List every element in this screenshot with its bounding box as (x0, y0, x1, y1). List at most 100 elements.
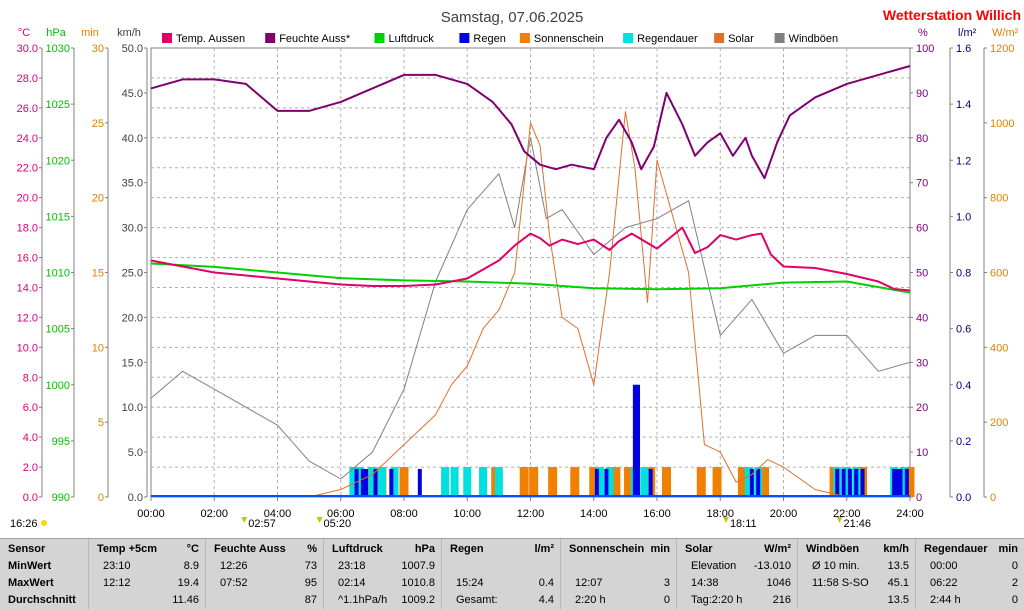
column-title: Temp +5cm (97, 543, 158, 555)
rain-bar (636, 384, 641, 497)
station-name: Wetterstation Willich (883, 7, 1021, 23)
x-tick-label: 12:00 (517, 508, 545, 520)
axis-tick-label-left: 10.0 (17, 342, 38, 354)
cell-value: -13.010 (753, 560, 791, 572)
cell-time: 23:18 (338, 560, 366, 572)
wind-gust-line (150, 137, 911, 480)
cell-time: 23:10 (103, 560, 131, 572)
rain-duration-bar (479, 467, 488, 497)
axis-tick-label-right: 50 (916, 268, 928, 280)
cell-time: 14:38 (691, 577, 719, 589)
weather-chart: Samstag, 07.06.2025 Wetterstation Willich… (10, 7, 1021, 530)
axis-tick-label-left: 28.0 (17, 73, 38, 85)
x-tick-label: 16:00 (643, 508, 671, 520)
axis-tick-label-right: 70 (916, 178, 928, 190)
cell-time: 02:14 (338, 577, 366, 589)
x-tick-label: 08:00 (390, 508, 418, 520)
axis-tick-label-right: 20 (916, 402, 928, 414)
cell-value: 13.5 (887, 594, 909, 606)
axis-tick-label-left: 1020 (46, 155, 70, 167)
cell-value: 8.9 (183, 560, 199, 572)
rain-bar (604, 468, 609, 497)
axis-tick-label-right: 600 (990, 268, 1008, 280)
axis-tick-label-left: 1025 (46, 99, 70, 111)
row-label: Durchschnitt (8, 594, 76, 606)
cell-time: Gesamt: (456, 594, 498, 606)
axis-tick-label-right: 0 (990, 492, 996, 504)
sunshine-bar (737, 467, 747, 497)
axis-tick-label-left: 18.0 (17, 223, 38, 235)
axis-tick-label-left: 40.0 (122, 133, 143, 145)
rain-duration-bar (390, 467, 399, 497)
axis-tick-label-left: 20 (92, 193, 104, 205)
axis-tick-label-right: 1200 (990, 43, 1014, 55)
legend-label: Windböen (789, 33, 839, 45)
cell-time: 15:24 (456, 577, 484, 589)
chart-title: Samstag, 07.06.2025 (441, 9, 584, 26)
axis-tick-label-right: 0.2 (956, 436, 971, 448)
sun-marker (41, 520, 47, 526)
rain-duration-bar (494, 467, 503, 497)
axis-tick-label-left: 4.0 (23, 432, 38, 444)
axis-tick-label-left: 1005 (46, 324, 70, 336)
cell-value: 0 (1011, 594, 1018, 606)
cell-value: 0.4 (538, 577, 554, 589)
cell-time: 2:20 h (575, 594, 606, 606)
summary-column: Feuchte Auss% 12:26 73 07:52 95 87 (205, 539, 323, 609)
axis-tick-label-left: 1030 (46, 43, 70, 55)
cell-value: 2 (1011, 577, 1018, 589)
column-title: Regendauer (924, 543, 988, 555)
axis-tick-label-right: 0.6 (956, 324, 971, 336)
legend-swatch (714, 33, 725, 43)
axis-tick-label-left: 0.0 (128, 492, 143, 504)
column-title: Windböen (806, 543, 860, 555)
rain-bar (835, 468, 840, 497)
x-tick-label: 04:00 (264, 508, 292, 520)
rain-duration-bar (640, 467, 649, 497)
axis-tick-label-left: 0.0 (23, 492, 38, 504)
axis-tick-label-left: 16.0 (17, 253, 38, 265)
humidity-line (150, 65, 911, 180)
axis-tick-label-left: 20.0 (17, 193, 38, 205)
legend-swatch (265, 33, 276, 43)
x-tick-label: 00:00 (137, 508, 165, 520)
rain-bar (847, 468, 852, 497)
time-marker-label: 21:46 (843, 518, 871, 530)
axis-tick-label-left: 25.0 (122, 268, 143, 280)
axis-tick-label-left: 10.0 (122, 402, 143, 414)
axis-tick-label-left: 12.0 (17, 312, 38, 324)
rain-duration-bar (899, 467, 908, 497)
rain-bar (904, 468, 909, 497)
summary-column: Solar W/m² Elevation -13.010 14:38 1046 Tag:2:… (676, 539, 797, 609)
sunshine-bar (624, 467, 634, 497)
time-marker-label: 18:11 (730, 518, 757, 530)
cell-value: 11.46 (172, 594, 199, 606)
legend-label: Temp. Aussen (176, 33, 245, 45)
sunshine-bar (611, 467, 621, 497)
cell-time: Elevation (691, 560, 737, 572)
axis-unit-left: °C (18, 27, 30, 39)
cell-time: 12:07 (575, 577, 603, 589)
sunshine-bar (760, 467, 770, 497)
rain-bar (841, 468, 846, 497)
legend-label: Solar (728, 33, 754, 45)
axis-tick-label-left: 2.0 (23, 462, 38, 474)
cell-value: 1010.8 (401, 577, 435, 589)
rain-duration-bar (842, 467, 851, 497)
cell-value: 0 (1011, 560, 1018, 572)
axis-tick-label-left: 15.0 (122, 357, 143, 369)
column-title: Regen (450, 543, 484, 555)
cell-time: 07:52 (220, 577, 248, 589)
summary-table: Sensor MinWert MaxWert Durchschnitt Temp +5c… (0, 538, 1024, 609)
rain-duration-bar (450, 467, 459, 497)
cell-value: 45.1 (887, 577, 909, 589)
time-marker-label: 02:57 (248, 518, 276, 530)
axis-tick-label-left: 50.0 (122, 43, 143, 55)
x-tick-label: 02:00 (200, 508, 228, 520)
legend-label: Regendauer (637, 33, 698, 45)
rain-bar (892, 468, 897, 497)
axis-tick-label-left: 995 (52, 436, 70, 448)
cell-value: 1009.2 (401, 594, 435, 606)
axis-tick-label-right: 10 (916, 447, 928, 459)
